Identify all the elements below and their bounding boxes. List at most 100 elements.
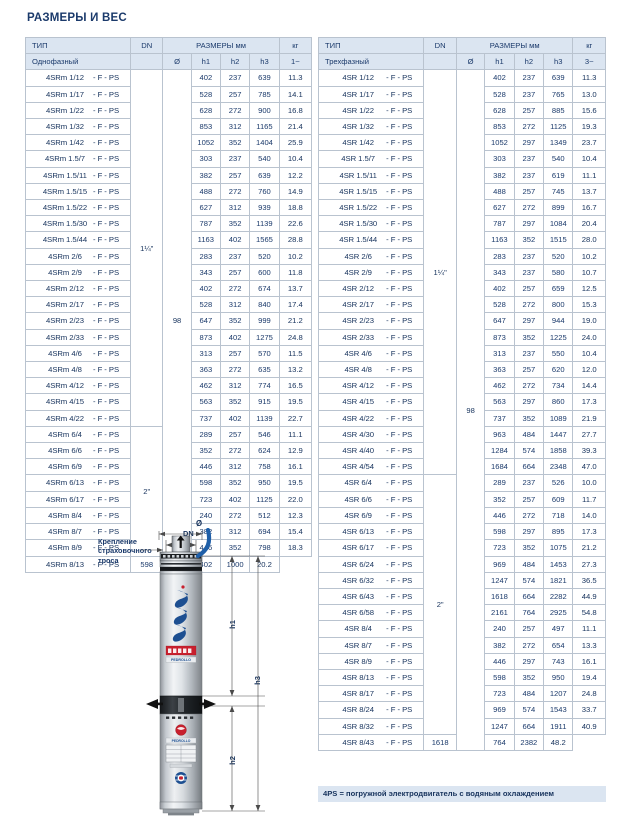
cell-h3: 1089 xyxy=(543,409,574,427)
cell-h2: 257 xyxy=(513,620,545,638)
table-row: 4SR 1.5/30 - F - PS 787 297 1084 20.4 xyxy=(317,215,606,233)
model-suffix: - F - PS xyxy=(386,559,413,569)
cell-h3: 840 xyxy=(249,296,280,314)
cell-weight: 23.7 xyxy=(572,134,606,152)
cell-type: 4SRm 2/6 - F - PS xyxy=(24,247,132,265)
col-header-h2: h2 xyxy=(513,53,545,71)
model-code: 4SRm 4/22 xyxy=(45,413,84,423)
table-row: 4SR 6/4 - F - PS 2" 289 237 526 10.0 xyxy=(317,474,606,735)
cell-weight: 47.0 xyxy=(572,458,606,476)
cell-h2: 297 xyxy=(513,134,545,152)
cell-h1: 563 xyxy=(190,393,221,411)
cell-h1: 2161 xyxy=(484,604,515,622)
cell-h2: 237 xyxy=(513,166,545,184)
cell-h1: 787 xyxy=(484,215,515,233)
cell-h1: 853 xyxy=(190,118,221,136)
cell-weight: 13.7 xyxy=(278,280,313,298)
cell-h2: 237 xyxy=(513,474,545,492)
cell-weight: 18.3 xyxy=(278,539,313,557)
cell-h2: 574 xyxy=(513,442,545,460)
model-suffix: - F - PS xyxy=(92,267,120,277)
cell-type: 4SRm 1.5/22 - F - PS xyxy=(24,199,132,217)
table-row: 4SRm 1.5/22 - F - PS 627 312 939 18.8 xyxy=(24,199,313,217)
cell-h1: 488 xyxy=(190,182,221,201)
cell-h3: 900 xyxy=(249,101,280,120)
cell-h1: 873 xyxy=(190,328,221,346)
cell-weight: 13.3 xyxy=(572,636,606,654)
cell-h3: 895 xyxy=(543,523,574,541)
cell-type: 4SRm 4/22 - F - PS xyxy=(24,409,132,427)
table-row: 4SR 6/24 - F - PS 969 484 1453 27.3 xyxy=(317,555,606,573)
cell-weight: 10.4 xyxy=(572,344,606,363)
cell-h2: 312 xyxy=(219,377,251,395)
cell-h3: 540 xyxy=(249,150,280,168)
cell-weight: 28.8 xyxy=(278,231,313,249)
model-suffix: - F - PS xyxy=(386,105,413,115)
cell-h3: 674 xyxy=(249,280,280,298)
model-suffix: - F - PS xyxy=(92,89,120,99)
cell-h1: 343 xyxy=(190,263,221,282)
cell-type: 4SRm 1/17 - F - PS xyxy=(24,85,132,103)
cell-weight: 17.3 xyxy=(572,523,606,541)
cell-h2: 402 xyxy=(219,231,251,249)
model-suffix: - F - PS xyxy=(92,559,120,569)
cell-weight: 25.9 xyxy=(278,134,313,152)
cell-type: 4SR 6/32 - F - PS xyxy=(317,571,425,589)
cell-type: 4SR 4/12 - F - PS xyxy=(317,377,425,395)
model-code: 4SR 4/30 xyxy=(342,429,374,439)
cell-type: 4SRm 2/9 - F - PS xyxy=(24,263,132,282)
cell-type: 4SR 8/43 - F - PS xyxy=(317,733,425,751)
cell-h3: 1125 xyxy=(249,490,280,508)
cell-h3: 2282 xyxy=(543,587,574,606)
cell-weight: 24.8 xyxy=(278,328,313,346)
model-code: 4SRm 6/9 xyxy=(48,462,82,472)
cell-h3: 950 xyxy=(543,668,574,687)
cell-type: 4SR 1.5/7 - F - PS xyxy=(317,150,425,168)
model-code: 4SRm 6/13 xyxy=(45,478,84,488)
cell-h2: 257 xyxy=(513,182,545,201)
cell-h2: 272 xyxy=(219,361,251,379)
cell-h2: 574 xyxy=(513,571,545,589)
cell-h3: 1821 xyxy=(543,571,574,589)
col-header-dims-group: РАЗМЕРЫ мм xyxy=(162,36,280,55)
model-code: 4SR 6/13 xyxy=(342,527,374,537)
cell-weight: 10.4 xyxy=(278,150,313,168)
table-three-phase: ТИП DN РАЗМЕРЫ мм кг Трехфазный Ø h1 h2 … xyxy=(317,36,606,751)
cell-h1: 446 xyxy=(190,458,221,476)
cell-h3: 512 xyxy=(249,506,280,525)
cell-h2: 257 xyxy=(219,425,251,444)
cell-h3: 1565 xyxy=(249,231,280,249)
cell-type: 4SR 2/17 - F - PS xyxy=(317,296,425,314)
cell-h1: 446 xyxy=(484,652,515,670)
cell-h3: 580 xyxy=(543,263,574,282)
col-header-h3: h3 xyxy=(543,53,574,71)
model-suffix: - F - PS xyxy=(386,267,413,277)
model-suffix: - F - PS xyxy=(386,284,413,294)
model-code: 4SR 6/43 xyxy=(342,591,374,601)
model-code: 4SR 1/22 xyxy=(342,105,374,115)
cell-h2: 257 xyxy=(513,101,545,120)
cell-h3: 734 xyxy=(543,377,574,395)
cell-diameter: 98 xyxy=(162,69,192,573)
cell-type: 4SRm 4/12 - F - PS xyxy=(24,377,132,395)
cell-weight: 33.7 xyxy=(572,701,606,719)
cell-weight: 48.2 xyxy=(543,733,574,751)
table-row: 4SRm 1/17 - F - PS 528 257 785 14.1 xyxy=(24,85,313,103)
cell-h1: 382 xyxy=(484,166,515,184)
cell-h1: 1052 xyxy=(190,134,221,152)
table-row: 4SR 2/6 - F - PS 283 237 520 10.2 xyxy=(317,247,606,265)
cell-weight: 14.9 xyxy=(278,182,313,201)
table-row: 4SR 2/17 - F - PS 528 272 800 15.3 xyxy=(317,296,606,314)
cell-h1: 303 xyxy=(484,150,515,168)
cell-type: 4SRm 2/33 - F - PS xyxy=(24,328,132,346)
header-row-top: ТИП DN РАЗМЕРЫ мм кг xyxy=(317,36,606,55)
model-suffix: - F - PS xyxy=(386,138,413,148)
cell-weight: 11.1 xyxy=(278,425,313,444)
cell-h3: 694 xyxy=(249,523,280,541)
cell-h1: 1284 xyxy=(484,442,515,460)
cell-h1: 1052 xyxy=(484,134,515,152)
svg-text:PEDROLLO: PEDROLLO xyxy=(171,658,191,662)
cell-weight: 21.4 xyxy=(278,118,313,136)
table-row: 4SRm 1.5/7 - F - PS 303 237 540 10.4 xyxy=(24,150,313,168)
model-suffix: - F - PS xyxy=(92,73,120,83)
